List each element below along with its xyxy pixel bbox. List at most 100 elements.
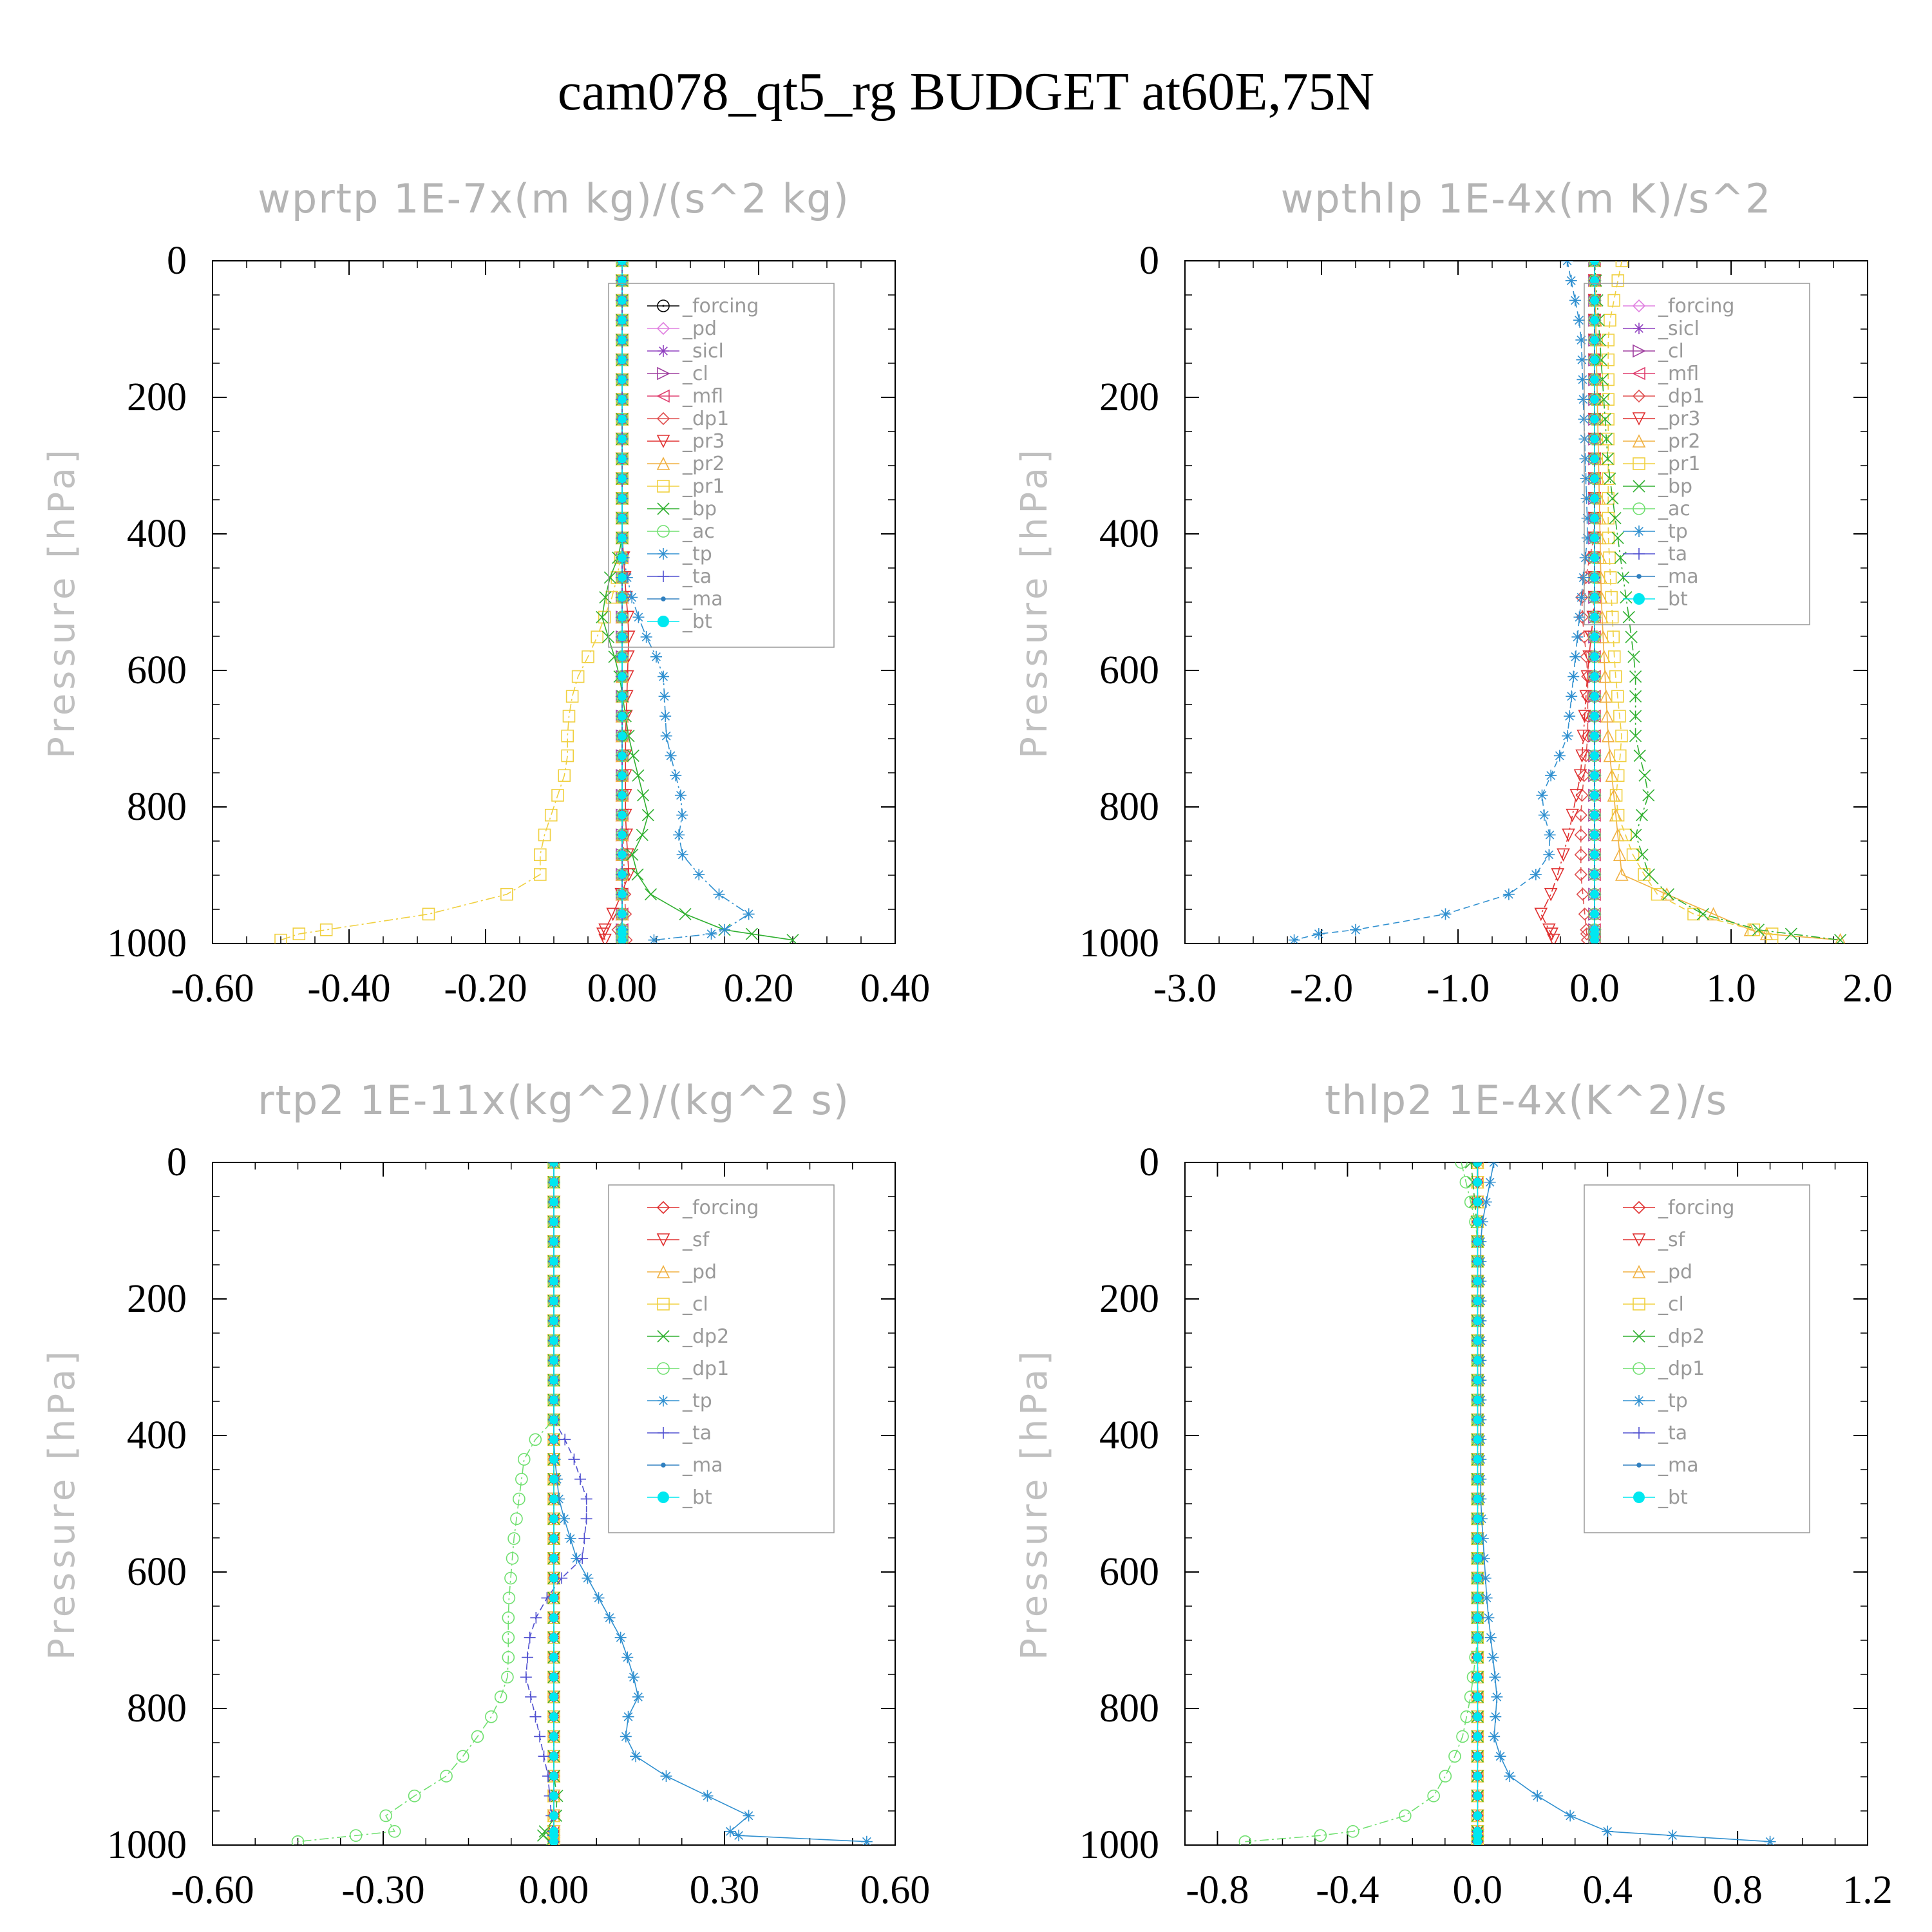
legend-label: _bp [682, 498, 717, 520]
data-point [549, 1692, 558, 1701]
data-point [440, 1770, 453, 1783]
data-point [1575, 334, 1587, 346]
data-point [1350, 923, 1361, 936]
data-point [1473, 1217, 1482, 1227]
legend-label: _dp2 [1658, 1325, 1705, 1348]
x-tick-label: 0.8 [1712, 1868, 1763, 1912]
data-point [564, 1533, 576, 1545]
legend-item: _tp [1623, 520, 1688, 543]
legend-marker [657, 1330, 670, 1343]
legend-item: _ma [647, 588, 723, 611]
legend-item: _dp2 [647, 1325, 729, 1348]
data-point [1573, 611, 1586, 623]
data-point [549, 1653, 558, 1662]
data-point [598, 933, 612, 943]
data-point [529, 1710, 542, 1723]
legend-item: _mfl [647, 385, 723, 408]
data-point [1602, 511, 1615, 525]
data-point [1473, 1162, 1482, 1167]
legend-label: _cl [682, 363, 708, 385]
data-point [1473, 1197, 1482, 1207]
data-point [618, 533, 627, 543]
data-point [658, 690, 670, 703]
data-point [485, 1710, 498, 1723]
data-point [1613, 749, 1627, 762]
data-point [1473, 1455, 1482, 1464]
legend-marker [1632, 412, 1646, 426]
data-point [1473, 1633, 1482, 1642]
data-point [1590, 790, 1599, 800]
data-point [1590, 454, 1599, 464]
legend-marker [658, 571, 669, 582]
data-point [1600, 709, 1614, 723]
data-point [1602, 531, 1615, 545]
legend: _forcing _sf _pd _cl _dp2 _dp1 _tp _ta _ma _bt [608, 1184, 835, 1533]
data-point [1602, 413, 1615, 426]
data-point [860, 1835, 873, 1845]
series-bt [618, 261, 627, 943]
data-point [1638, 868, 1651, 881]
data-point [620, 1730, 632, 1743]
legend-item: _pd [1623, 1261, 1692, 1283]
data-point [618, 474, 627, 484]
data-point [1544, 829, 1556, 841]
data-point [1613, 848, 1627, 861]
data-point [549, 1236, 558, 1246]
legend-label: _dp2 [682, 1325, 729, 1348]
data-point [1491, 1690, 1503, 1703]
series-line [1607, 261, 1773, 940]
y-axis-label: Pressure [hPa] [1014, 446, 1056, 759]
series-bt [1473, 1162, 1482, 1845]
y-tick-label: 1000 [1079, 1823, 1159, 1867]
data-point [614, 1631, 627, 1643]
data-point [1615, 261, 1629, 267]
data-point [618, 850, 627, 860]
data-point [1590, 513, 1599, 523]
x-tick-label: 0.0 [1569, 967, 1620, 1010]
x-tick-label: 0.00 [519, 1868, 589, 1912]
data-point [618, 335, 627, 345]
data-point [1574, 848, 1587, 862]
y-tick-label: 400 [127, 512, 187, 556]
y-tick-label: 1000 [107, 922, 187, 965]
data-point [1609, 512, 1622, 525]
legend-label: _bt [682, 1486, 712, 1509]
data-point [549, 1296, 558, 1306]
data-point [558, 769, 571, 782]
data-point [1590, 850, 1599, 860]
legend-marker [1632, 1265, 1646, 1278]
data-point [618, 592, 627, 602]
data-point [705, 928, 717, 940]
data-point [1590, 592, 1599, 602]
data-point [422, 907, 435, 921]
legend-item: _dp1 [647, 1358, 729, 1380]
data-point [1602, 472, 1615, 485]
data-point [719, 923, 730, 936]
data-point [1473, 1593, 1482, 1603]
legend-marker [1633, 593, 1645, 605]
data-point [1590, 935, 1599, 943]
data-point [1627, 650, 1640, 663]
legend-item: _cl [647, 1293, 708, 1316]
data-point [1561, 261, 1573, 267]
data-point [1288, 934, 1300, 943]
data-point [622, 730, 635, 743]
data-point [549, 1791, 558, 1801]
legend-marker [657, 1298, 670, 1311]
data-point [603, 1612, 616, 1624]
data-point [1590, 672, 1599, 681]
data-point [1575, 788, 1589, 802]
data-point [1590, 810, 1599, 820]
data-point [1576, 611, 1589, 624]
data-point [1473, 1494, 1482, 1504]
data-point [632, 611, 645, 623]
data-point [618, 672, 627, 681]
data-point [1611, 690, 1624, 703]
data-point [1573, 314, 1586, 327]
series-pr2 [1587, 261, 1846, 943]
data-point [626, 591, 638, 603]
x-tick-label: 0.60 [860, 1868, 931, 1912]
data-point [1590, 316, 1599, 325]
legend-label: _sicl [682, 340, 724, 363]
data-point [618, 632, 627, 642]
